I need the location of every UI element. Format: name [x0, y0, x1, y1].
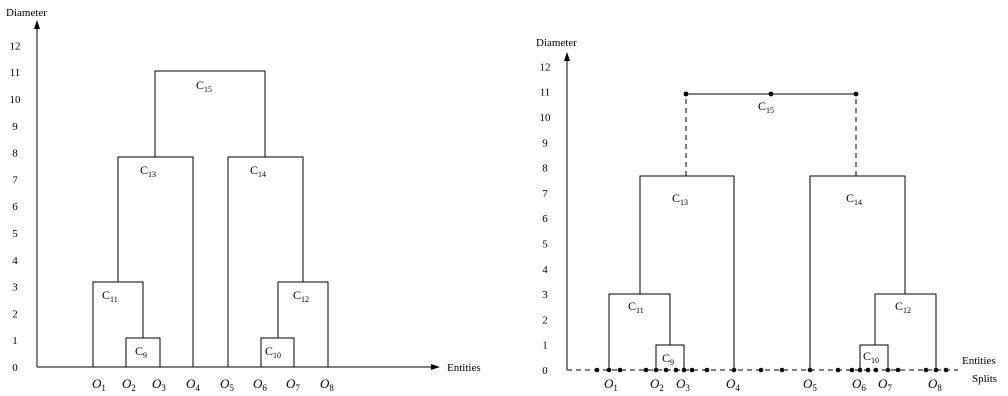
- left-cluster-c9: C9: [125, 337, 161, 367]
- left-c13-label: C13: [140, 163, 156, 179]
- left-cluster-c10: C10: [260, 337, 295, 367]
- right-entity-label: O1: [604, 376, 618, 393]
- right-y-tick-label: 4: [542, 264, 548, 276]
- left-y-tick-label: 3: [12, 282, 18, 294]
- right-c10-label: C10: [863, 349, 879, 365]
- left-y-tick-label: 9: [12, 121, 18, 133]
- left-y-tick-label: 4: [12, 255, 18, 267]
- right-cluster-c15: C15: [683, 91, 859, 176]
- left-y-tick-label: 12: [10, 40, 21, 52]
- right-entity-label: O8: [928, 376, 942, 393]
- left-c12-label: C12: [293, 288, 309, 304]
- left-entity-label: O1: [92, 376, 106, 393]
- left-entity-labels: O1 O2 O3 O4 O5 O6 O7 O8: [92, 376, 334, 393]
- right-y-tick-label: 5: [542, 239, 548, 251]
- left-entity-label: O7: [286, 376, 300, 393]
- right-y-tick-label: 9: [542, 137, 548, 149]
- right-dendrogram: Diameter Entities Splits 012345678910111…: [536, 37, 997, 393]
- right-entity-label: O3: [676, 376, 690, 393]
- left-entity-label: O6: [253, 376, 267, 393]
- right-y-tick-label: 8: [542, 163, 548, 175]
- left-y-tick-label: 11: [10, 67, 21, 79]
- left-x-axis-arrow: [431, 364, 440, 370]
- right-split-points: [594, 367, 949, 373]
- right-cluster-c11: C11: [608, 293, 671, 370]
- right-y-tick-label: 10: [540, 112, 552, 124]
- right-c14-label: C14: [846, 191, 862, 207]
- right-y-axis-title: Diameter: [536, 37, 577, 49]
- left-c9-label: C9: [135, 344, 147, 360]
- right-y-tick-label: 1: [542, 340, 548, 352]
- right-y-tick-label: 3: [542, 289, 548, 301]
- left-c10-label: C10: [265, 344, 281, 360]
- right-entity-label: O5: [803, 376, 817, 393]
- right-y-tick-label: 6: [542, 213, 548, 225]
- right-y-tick-label: 7: [542, 188, 548, 200]
- left-y-tick-label: 0: [12, 362, 18, 374]
- right-c11-label: C11: [628, 299, 644, 315]
- right-y-tick-label: 12: [540, 61, 551, 73]
- right-entity-label: O7: [878, 376, 892, 393]
- right-y-tick-label: 11: [540, 87, 551, 99]
- right-y-tick-label: 0: [542, 365, 548, 377]
- right-c9-label: C9: [662, 351, 674, 367]
- left-entity-label: O5: [220, 376, 234, 393]
- left-cluster-c15: C15: [154, 70, 266, 157]
- right-x-axis-splits-title: Splits: [972, 373, 997, 385]
- left-entity-label: O2: [122, 376, 136, 393]
- right-entity-labels: O1 O2 O3 O4 O5 O6 O7 O8: [604, 376, 942, 393]
- right-entity-label: O6: [852, 376, 866, 393]
- right-y-tick-label: 2: [542, 314, 548, 326]
- right-cluster-c12: C12: [874, 293, 937, 370]
- left-x-axis-title: Entities: [447, 362, 481, 374]
- right-y-axis-arrow: [564, 52, 570, 61]
- left-y-tick-label: 8: [12, 148, 18, 160]
- left-y-tick-label: 7: [12, 174, 18, 186]
- right-cluster-c14: C14: [809, 175, 906, 370]
- left-c14-label: C14: [250, 163, 266, 179]
- right-c12-label: C12: [895, 299, 911, 315]
- left-entity-label: O4: [186, 376, 200, 393]
- right-entity-label: O4: [726, 376, 740, 393]
- left-entity-label: O8: [320, 376, 334, 393]
- left-cluster-c14: C14: [227, 156, 304, 367]
- left-entity-label: O3: [152, 376, 166, 393]
- left-y-tick-label: 6: [12, 201, 18, 213]
- left-y-tick-label: 1: [12, 335, 18, 347]
- left-y-tick-label: 10: [10, 94, 22, 106]
- right-cluster-c9: C9: [655, 344, 685, 370]
- left-c11-label: C11: [102, 288, 118, 304]
- right-cluster-c10: C10: [859, 344, 889, 370]
- left-y-tick-label: 5: [12, 228, 18, 240]
- left-c15-label: C15: [196, 78, 212, 94]
- left-cluster-c13: C13: [117, 156, 194, 367]
- right-c15-label: C15: [758, 99, 774, 115]
- right-cluster-c13: C13: [639, 175, 735, 370]
- right-entity-label: O2: [650, 376, 664, 393]
- left-cluster-c12: C12: [277, 281, 329, 367]
- left-y-axis-arrow: [34, 20, 40, 29]
- right-c13-label: C13: [672, 191, 688, 207]
- left-y-tick-label: 2: [12, 308, 18, 320]
- left-y-axis-title: Diameter: [6, 7, 47, 19]
- right-x-axis-title: Entities: [962, 355, 996, 367]
